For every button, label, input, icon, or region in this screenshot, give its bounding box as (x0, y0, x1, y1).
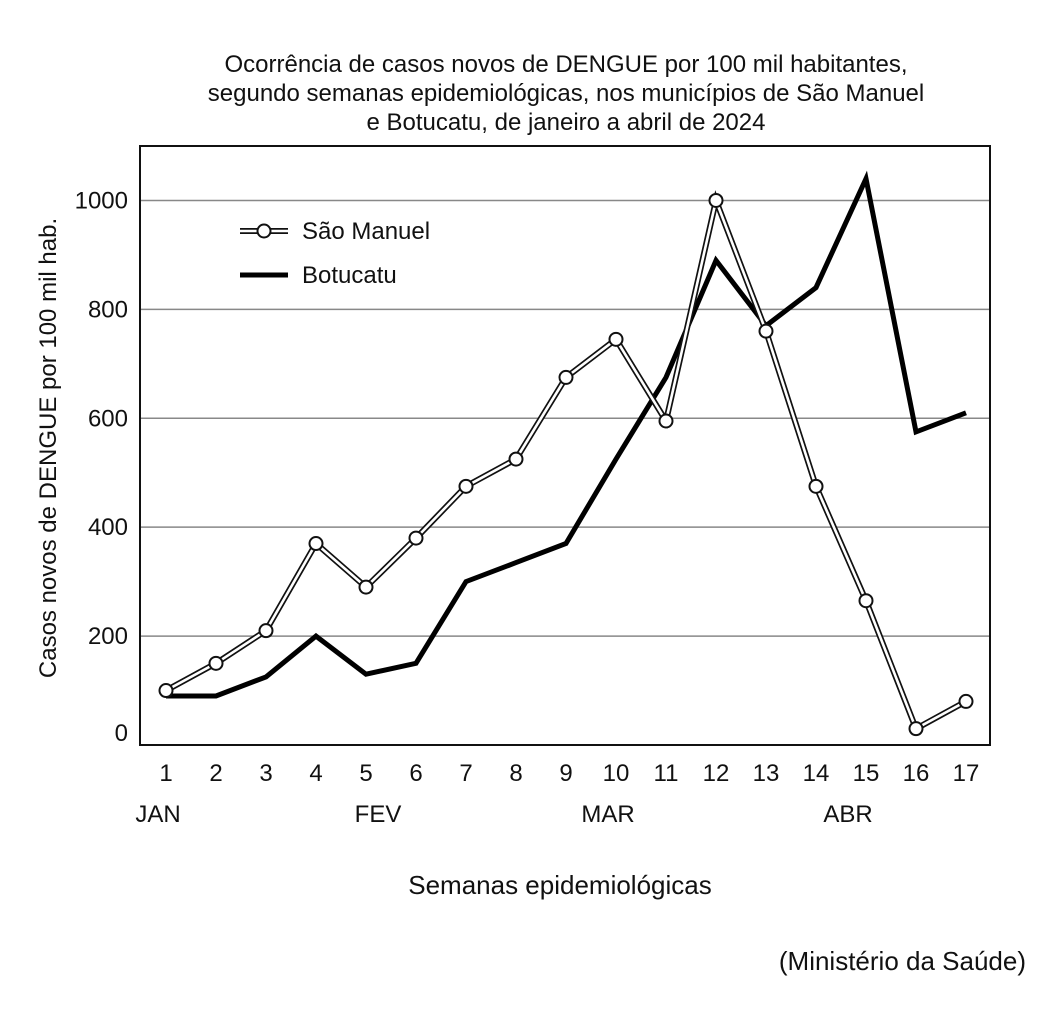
month-label: FEV (355, 801, 402, 828)
data-point (508, 451, 524, 467)
x-tick-label: 8 (509, 760, 522, 787)
legend-item: Botucatu (240, 262, 397, 289)
data-point (608, 331, 624, 347)
x-tick-label: 15 (853, 760, 880, 787)
month-label: MAR (581, 801, 634, 828)
y-tick-label: 0 (115, 720, 128, 747)
series-line-outline (164, 190, 968, 733)
y-axis-ticks: 0 200 400 600 800 1000 (75, 187, 128, 747)
data-point (408, 530, 424, 546)
x-tick-label: 16 (903, 760, 930, 787)
data-point (558, 369, 574, 385)
series-line (166, 170, 967, 699)
series-line-inner (165, 196, 967, 731)
legend-item: São Manuel (240, 218, 430, 245)
chart-title-line: segundo semanas epidemiológicas, nos mun… (208, 80, 924, 107)
data-point (758, 323, 774, 339)
y-tick-label: 400 (88, 514, 128, 541)
x-tick-label: 9 (559, 760, 572, 787)
legend: São Manuel Botucatu (240, 218, 430, 289)
x-tick-label: 6 (409, 760, 422, 787)
series (158, 170, 974, 737)
legend-label: São Manuel (302, 218, 430, 245)
data-point (908, 721, 924, 737)
data-point (308, 536, 324, 552)
series-botucatu (166, 170, 967, 699)
data-point (958, 693, 974, 709)
data-point (258, 623, 274, 639)
month-labels: JAN FEV MAR ABR (135, 801, 872, 828)
y-tick-label: 1000 (75, 187, 128, 214)
x-axis-label: Semanas epidemiológicas (408, 870, 712, 900)
x-tick-label: 2 (209, 760, 222, 787)
x-axis-ticks: 1 2 3 4 5 6 7 8 9 10 11 12 13 14 15 16 17 (159, 760, 979, 787)
x-tick-label: 10 (603, 760, 630, 787)
x-tick-label: 1 (159, 760, 172, 787)
data-point (658, 413, 674, 429)
x-tick-label: 5 (359, 760, 372, 787)
x-tick-label: 11 (654, 760, 679, 787)
legend-label: Botucatu (302, 262, 397, 289)
chart-title-line: Ocorrência de casos novos de DENGUE por … (224, 51, 907, 78)
x-tick-label: 13 (753, 760, 780, 787)
data-point (458, 478, 474, 494)
month-label: ABR (823, 801, 872, 828)
y-axis-label: Casos novos de DENGUE por 100 mil hab. (35, 218, 62, 678)
chart-title-line: e Botucatu, de janeiro a abril de 2024 (367, 109, 766, 136)
y-tick-label: 200 (88, 623, 128, 650)
y-tick-label: 800 (88, 296, 128, 323)
legend-marker (256, 223, 272, 239)
data-point (708, 192, 724, 208)
source-note: (Ministério da Saúde) (779, 946, 1026, 976)
x-tick-label: 12 (703, 760, 730, 787)
data-point (808, 478, 824, 494)
series-sao-manuel (158, 190, 974, 737)
x-tick-label: 3 (259, 760, 272, 787)
data-point (358, 579, 374, 595)
month-label: JAN (135, 801, 180, 828)
data-point (158, 683, 174, 699)
x-tick-label: 17 (953, 760, 980, 787)
grid-lines (140, 199, 990, 637)
plot-frame (139, 145, 991, 746)
x-tick-label: 4 (309, 760, 322, 787)
y-tick-label: 600 (88, 405, 128, 432)
x-tick-label: 7 (459, 760, 472, 787)
x-tick-label: 14 (803, 760, 830, 787)
chart-title: Ocorrência de casos novos de DENGUE por … (208, 51, 924, 136)
data-point (208, 655, 224, 671)
data-point (858, 593, 874, 609)
